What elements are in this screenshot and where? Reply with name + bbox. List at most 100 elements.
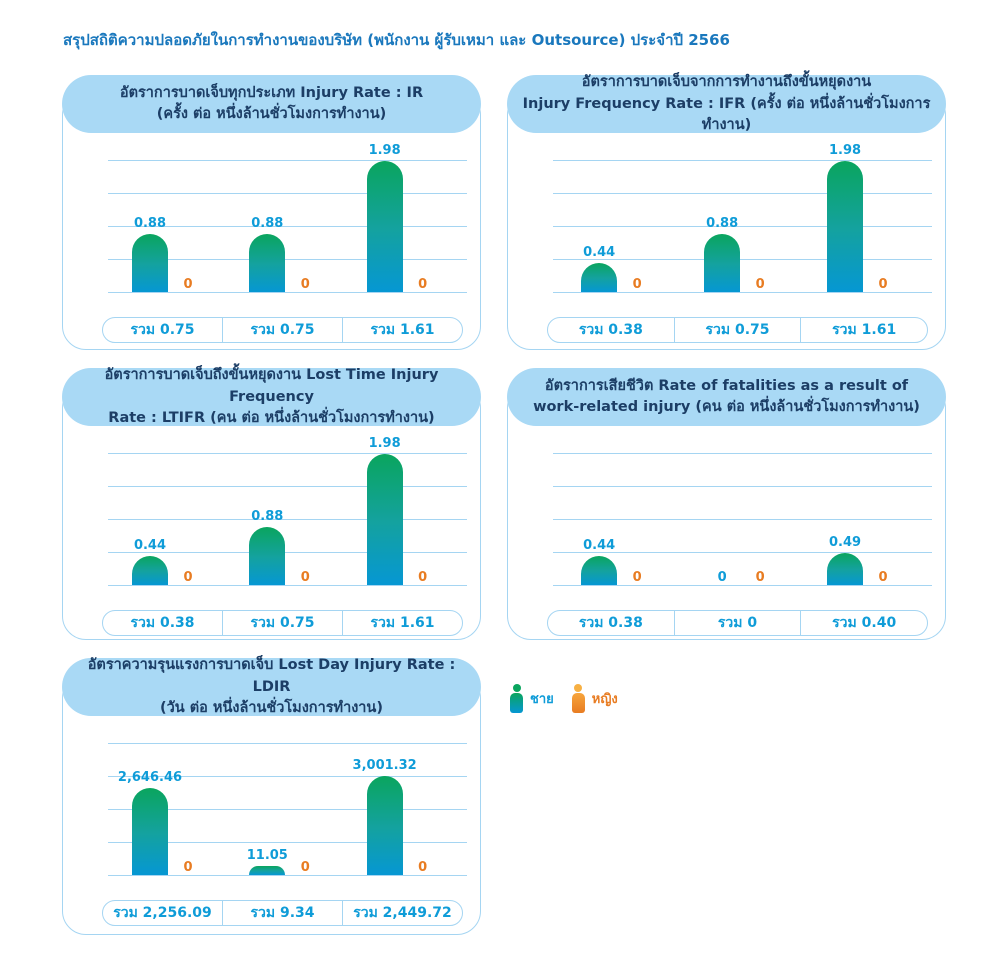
male-value-label: 1.98	[368, 436, 401, 452]
male-value-label: 0.88	[133, 215, 167, 231]
totals-row: รวม 0.38 รวม 0 รวม 0.40	[547, 610, 928, 636]
gridline	[108, 519, 467, 520]
bar-chart: 0.44 0 0 0 0.49 0	[507, 453, 946, 585]
total-cell: รวม 9.34	[222, 901, 342, 925]
gridline	[108, 259, 467, 260]
panel-title: อัตราความรุนแรงการบาดเจ็บ Lost Day Injur…	[62, 657, 481, 716]
male-bar	[249, 526, 286, 585]
male-bar	[366, 776, 403, 875]
total-cell: รวม 0.38	[578, 322, 643, 338]
total-cell: รวม 0	[673, 611, 801, 635]
panel-ir: อัตราการบาดเจ็บทุกประเภท Injury Rate : I…	[62, 75, 481, 350]
legend-item-female: หญิง	[571, 684, 618, 713]
male-value-label: 0.88	[706, 215, 739, 231]
female-zero-label: 0	[878, 277, 888, 292]
female-zero-label: 0	[755, 570, 765, 585]
bar-chart: 0.88 0 0.88 0 1.98 0	[62, 143, 481, 292]
female-zero-label: 0	[300, 570, 310, 585]
panel-title-line2: Rate : LTIFR (คน ต่อ หนึ่งล้านชั่วโมงการ…	[108, 409, 435, 426]
gridline	[553, 453, 932, 454]
total-cell: รวม 0.75	[222, 611, 342, 635]
male-bar	[581, 263, 618, 292]
male-bar	[827, 552, 864, 585]
gridline	[553, 292, 932, 293]
female-zero-label: 0	[418, 860, 428, 875]
male-value-label: 0.44	[583, 245, 616, 260]
panel-fatalities: อัตราการเสียชีวิต Rate of fatalities as …	[507, 368, 946, 640]
male-value-label: 3,001.32	[352, 758, 417, 773]
legend-male-label: ชาย	[530, 692, 554, 707]
chart-gridlines	[108, 453, 467, 586]
chart-gridlines	[108, 743, 467, 876]
panel-title-line2: (ครั้ง ต่อ หนึ่งล้านชั่วโมงการทำงาน)	[156, 106, 387, 122]
chart-gridlines	[553, 453, 932, 586]
gridline	[553, 226, 932, 227]
male-bar	[249, 866, 286, 875]
female-zero-label: 0	[632, 570, 642, 585]
legend: ชาย หญิง	[510, 684, 618, 713]
gridline	[108, 842, 467, 843]
panel-card	[62, 384, 481, 640]
page-title: สรุปสถิติความปลอดภัยในการทำงานของบริษัท …	[63, 31, 730, 49]
gridline	[553, 585, 932, 586]
panel-title-line1: อัตราการบาดเจ็บจากการทำงานถึงขั้นหยุดงาน	[581, 74, 872, 91]
panel-title: อัตราการเสียชีวิต Rate of fatalities as …	[507, 368, 946, 426]
female-zero-label: 0	[300, 860, 310, 875]
gridline	[553, 193, 932, 194]
total-cell: รวม 0.75	[673, 318, 801, 342]
gridline	[108, 585, 467, 586]
female-person-icon	[571, 684, 585, 713]
panel-title-line2: Injury Frequency Rate : IFR (ครั้ง ต่อ ห…	[522, 95, 931, 133]
female-zero-label: 0	[183, 860, 193, 875]
female-zero-label: 0	[878, 570, 888, 585]
panel-card	[62, 91, 481, 350]
gridline	[553, 519, 932, 520]
gridline	[108, 160, 467, 161]
totals-row: รวม 0.38 รวม 0.75 รวม 1.61	[102, 610, 463, 636]
total-cell: รวม 1.61	[342, 611, 462, 635]
gridline	[553, 486, 932, 487]
panel-card	[507, 384, 946, 640]
panel-card	[507, 91, 946, 350]
panel-title-line2: work-related injury (คน ต่อ หนึ่งล้านชั่…	[533, 399, 920, 415]
legend-female-label: หญิง	[591, 692, 618, 707]
female-zero-label: 0	[183, 277, 193, 292]
legend-item-male: ชาย	[510, 684, 554, 713]
gridline	[108, 776, 467, 777]
gridline	[108, 292, 467, 293]
chart-gridlines	[553, 160, 932, 293]
total-cell: รวม 0.38	[130, 615, 195, 631]
female-zero-label: 0	[418, 277, 428, 292]
panel-title-line1: อัตราการบาดเจ็บทุกประเภท Injury Rate : I…	[119, 84, 424, 101]
male-value-label: 1.98	[828, 143, 862, 159]
female-zero-label: 0	[755, 277, 765, 292]
male-bar	[131, 787, 168, 875]
male-value-label: 0.44	[583, 538, 616, 553]
male-bar	[827, 161, 864, 292]
panel-ifr: อัตราการบาดเจ็บจากการทำงานถึงขั้นหยุดงาน…	[507, 74, 946, 350]
total-cell: รวม 0.40	[800, 611, 927, 635]
male-bar	[249, 233, 286, 292]
gridline	[108, 809, 467, 810]
male-value-label: 0.88	[251, 215, 284, 231]
totals-row: รวม 2,256.09 รวม 9.34 รวม 2,449.72	[102, 900, 463, 926]
gridline	[553, 160, 932, 161]
panel-ltifr: อัตราการบาดเจ็บถึงขั้นหยุดงาน Lost Time …	[62, 367, 481, 640]
male-bar	[366, 454, 403, 585]
totals-row: รวม 0.75 รวม 0.75 รวม 1.61	[102, 317, 463, 343]
male-value-label: 0.44	[133, 538, 167, 553]
female-zero-label: 0	[300, 277, 310, 292]
male-bar	[131, 233, 168, 292]
total-cell: รวม 0.75	[222, 318, 342, 342]
male-value-label: 2,646.46	[117, 769, 183, 785]
female-zero-label: 0	[183, 570, 193, 585]
total-cell: รวม 0.38	[578, 615, 643, 631]
gridline	[553, 259, 932, 260]
panel-title: อัตราการบาดเจ็บทุกประเภท Injury Rate : I…	[62, 75, 481, 133]
gridline	[108, 743, 467, 744]
chart-gridlines	[108, 160, 467, 293]
female-zero-label: 0	[418, 570, 428, 585]
male-value-label: 0.49	[828, 534, 862, 550]
panel-title-line1: อัตราการบาดเจ็บถึงขั้นหยุดงาน Lost Time …	[104, 367, 439, 405]
